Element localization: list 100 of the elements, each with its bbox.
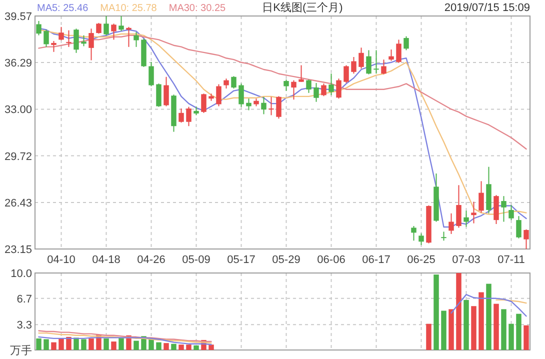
bar xyxy=(148,339,154,350)
candlestick xyxy=(74,28,79,54)
candlestick xyxy=(516,216,522,239)
bar xyxy=(426,324,432,350)
candlestick xyxy=(224,78,229,90)
candlestick xyxy=(396,39,402,64)
y-tick-label: 23.15 xyxy=(4,244,32,256)
bar xyxy=(178,344,184,350)
candlestick xyxy=(418,232,424,246)
bar xyxy=(486,284,492,350)
bar xyxy=(441,310,446,350)
bar xyxy=(58,338,64,350)
x-tick-label: 07-03 xyxy=(452,254,480,266)
y-tick-label: 39.57 xyxy=(4,11,32,23)
candlestick xyxy=(344,64,349,84)
candlestick xyxy=(358,47,364,70)
candlestick xyxy=(186,106,192,127)
x-tick-label: 05-29 xyxy=(272,254,300,266)
y-tick-label: 29.72 xyxy=(4,150,32,163)
bar xyxy=(51,342,56,350)
candlestick xyxy=(88,28,94,61)
bar xyxy=(194,345,199,350)
candlestick xyxy=(456,184,462,228)
candlestick xyxy=(404,36,409,51)
text: MA30: 30.25 xyxy=(168,3,226,14)
candlestick xyxy=(501,196,506,222)
bar xyxy=(448,309,454,350)
x-tick-label: 06-17 xyxy=(362,254,390,266)
bar xyxy=(494,304,499,350)
y-tick-label: 36.29 xyxy=(4,58,32,70)
bar xyxy=(464,300,469,350)
candlestick xyxy=(381,59,386,75)
series-label: MA5: 25.46 xyxy=(37,3,89,14)
bar xyxy=(501,309,506,350)
candlestick xyxy=(284,79,289,92)
candlestick xyxy=(336,78,342,100)
bar xyxy=(81,339,86,350)
candlestick xyxy=(276,96,282,120)
line-series xyxy=(38,330,212,342)
candlestick xyxy=(44,29,49,48)
candlestick xyxy=(321,83,326,97)
candlestick xyxy=(81,34,86,47)
x-tick-label: 05-17 xyxy=(227,254,256,266)
candlestick xyxy=(126,26,132,48)
x-tick-label: 05-09 xyxy=(182,254,210,266)
y-tick-label: 26.43 xyxy=(4,197,32,210)
candlestick xyxy=(291,80,296,100)
candlestick xyxy=(156,83,162,108)
candlestick xyxy=(148,61,154,87)
bar xyxy=(36,338,42,350)
candlestick xyxy=(314,82,319,102)
x-tick-label: 04-18 xyxy=(92,254,120,266)
candlestick xyxy=(231,76,236,90)
candlestick xyxy=(36,20,42,36)
text: 2019/07/15 15:09 xyxy=(444,2,530,14)
candlestick xyxy=(201,93,206,114)
bar xyxy=(66,336,72,350)
bar xyxy=(134,340,139,350)
candlestick xyxy=(494,194,499,225)
candlestick xyxy=(66,30,72,48)
candlestick xyxy=(508,204,514,221)
candlestick xyxy=(298,64,304,82)
candlestick xyxy=(216,84,222,107)
candlestick xyxy=(118,16,124,32)
y-tick-label: 6.7 xyxy=(16,293,32,306)
bar xyxy=(104,338,109,350)
candlestick xyxy=(164,76,169,107)
candlestick xyxy=(238,83,244,108)
candlestick xyxy=(411,226,416,242)
candlestick xyxy=(261,96,266,115)
bar xyxy=(516,314,522,350)
candlestick xyxy=(328,73,334,96)
chart-title: 日K线图(三个月) xyxy=(262,1,343,14)
y-tick-label: 33.00 xyxy=(4,104,32,116)
bar xyxy=(478,292,484,350)
candlestick xyxy=(246,98,252,111)
y-tick-label: 10.0 xyxy=(10,268,32,280)
x-tick-label: 06-06 xyxy=(317,254,346,266)
bar xyxy=(118,338,124,350)
bar xyxy=(171,344,176,350)
text: MA10: 25.78 xyxy=(100,3,158,14)
candlestick xyxy=(178,108,184,124)
candlestick xyxy=(366,50,372,75)
x-tick-label: 04-10 xyxy=(47,254,76,266)
bar xyxy=(74,338,79,350)
bar xyxy=(524,325,529,350)
candlestick xyxy=(306,79,312,94)
candlestick xyxy=(51,40,56,52)
candlestick xyxy=(478,180,484,214)
candlestick xyxy=(58,26,64,41)
candlestick xyxy=(448,212,454,234)
bar xyxy=(508,324,514,350)
x-tick-label: 07-11 xyxy=(498,254,525,266)
bar xyxy=(186,344,192,350)
bar xyxy=(456,273,462,350)
candlestick xyxy=(111,23,116,40)
x-tick-label: 06-25 xyxy=(407,254,436,266)
bar xyxy=(208,344,214,350)
bar xyxy=(88,338,94,350)
candlestick xyxy=(96,22,102,34)
